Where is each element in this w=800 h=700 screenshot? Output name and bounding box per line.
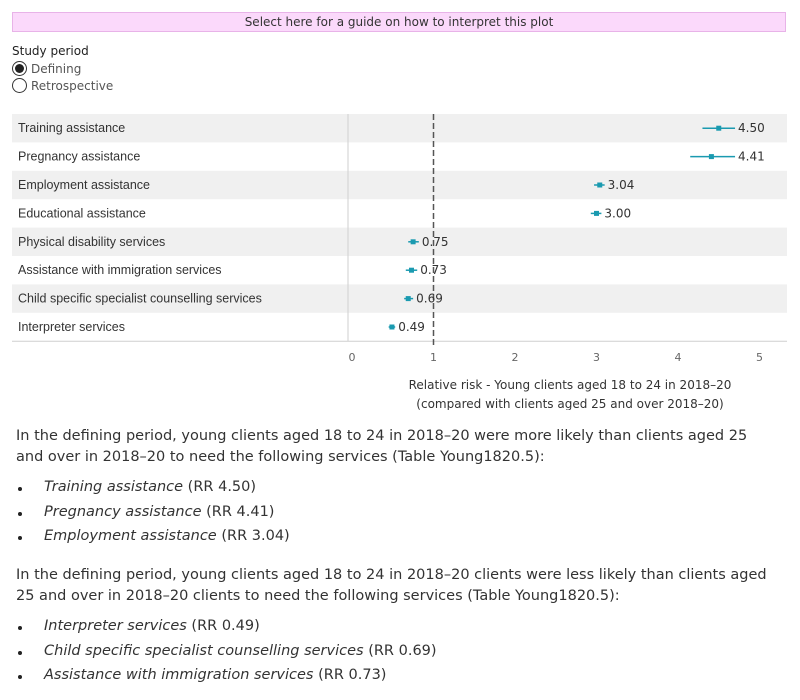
data-label: 0.75: [422, 235, 449, 249]
row-band: [12, 284, 787, 313]
row-band: [12, 170, 787, 200]
data-point: [408, 267, 414, 273]
list-item: Interpreter services (RR 0.49): [16, 614, 776, 639]
x-tick-label: 0: [349, 351, 356, 364]
data-point: [597, 182, 603, 188]
summary-more-likely: In the defining period, young clients ag…: [16, 426, 776, 549]
relative-risk-chart: Training assistance 4.50 Pregnancy assista…: [12, 114, 787, 410]
service-name: Assistance with immigration services: [44, 667, 314, 683]
list-item: Assistance with immigration services (RR…: [16, 663, 776, 688]
data-point: [708, 154, 714, 160]
study-period-label: Study period: [12, 44, 89, 58]
data-point: [410, 239, 416, 245]
service-name: Interpreter services: [44, 618, 187, 634]
radio-selected-icon[interactable]: [12, 61, 27, 76]
data-point: [405, 296, 411, 302]
category-label: Child specific specialist counselling se…: [18, 292, 262, 306]
more-likely-intro: In the defining period, young clients ag…: [16, 428, 748, 465]
rr-value: (RR 4.50): [187, 479, 257, 495]
category-label: Assistance with immigration services: [18, 263, 222, 277]
rr-value: (RR 4.41): [206, 503, 275, 520]
x-tick-label: 1: [430, 351, 437, 364]
category-label: Training assistance: [18, 121, 125, 135]
list-item: Child specific specialist counselling se…: [16, 639, 776, 664]
radio-unselected-icon[interactable]: [12, 78, 27, 93]
data-label: 0.73: [420, 263, 447, 277]
data-label: 0.49: [398, 320, 425, 334]
row-band: [12, 114, 787, 143]
x-axis-title: Relative risk - Young clients aged 18 to…: [409, 378, 732, 392]
summary-less-likely: In the defining period, young clients ag…: [16, 565, 776, 688]
rr-value: (RR 0.49): [191, 618, 260, 634]
list-item: Employment assistance (RR 3.04): [16, 524, 776, 549]
service-name: Employment assistance: [44, 528, 217, 544]
data-point: [389, 324, 395, 330]
x-tick-label: 3: [593, 351, 600, 364]
radio-defining-label: Defining: [31, 61, 82, 76]
list-item: Pregnancy assistance (RR 4.41): [16, 500, 776, 525]
category-label: Pregnancy assistance: [18, 150, 140, 164]
category-label: Employment assistance: [18, 178, 150, 192]
more-likely-list: Training assistance (RR 4.50) Pregnancy …: [16, 475, 776, 549]
x-tick-label: 4: [675, 351, 682, 364]
data-point: [716, 125, 722, 131]
data-label: 3.00: [604, 206, 631, 220]
data-label: 4.50: [738, 121, 765, 135]
rr-value: (RR 0.69): [368, 642, 437, 659]
service-name: Training assistance: [44, 479, 184, 495]
category-label: Physical disability services: [18, 235, 165, 249]
radio-retrospective-label: Retrospective: [31, 78, 114, 93]
data-point: [594, 210, 599, 216]
less-likely-list: Interpreter services (RR 0.49) Child spe…: [16, 614, 776, 688]
study-period-filter: Study period Defining Retrospective: [12, 44, 113, 94]
category-label: Educational assistance: [18, 206, 146, 220]
list-item: Training assistance (RR 4.50): [16, 475, 776, 500]
rr-value: (RR 0.73): [318, 667, 387, 683]
rr-value: (RR 3.04): [221, 528, 290, 544]
service-name: Pregnancy assistance: [44, 503, 202, 520]
data-label: 4.41: [738, 150, 765, 164]
radio-defining[interactable]: Defining: [12, 60, 113, 77]
data-label: 0.69: [416, 292, 443, 306]
x-axis-subtitle: (compared with clients aged 25 and over …: [416, 397, 723, 410]
service-name: Child specific specialist counselling se…: [44, 642, 364, 659]
x-tick-label: 2: [512, 351, 519, 364]
x-tick-label: 5: [756, 351, 763, 364]
radio-retrospective[interactable]: Retrospective: [12, 77, 113, 94]
row-band: [12, 227, 787, 256]
data-label: 3.04: [608, 178, 635, 192]
category-label: Interpreter services: [18, 320, 125, 334]
interpretation-guide-button[interactable]: Select here for a guide on how to interp…: [12, 12, 786, 32]
less-likely-intro: In the defining period, young clients ag…: [16, 567, 767, 604]
